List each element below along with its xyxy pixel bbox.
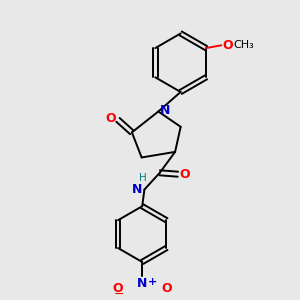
Text: H: H [139,173,147,183]
Text: O: O [112,282,123,295]
Text: N: N [137,277,147,290]
Text: O: O [161,282,172,295]
Text: O: O [222,39,233,52]
Text: +: + [148,277,157,287]
Text: −: − [113,288,124,300]
Text: O: O [179,168,190,181]
Text: N: N [132,183,142,196]
Text: O: O [105,112,116,125]
Text: N: N [160,104,171,117]
Text: CH₃: CH₃ [233,40,254,50]
